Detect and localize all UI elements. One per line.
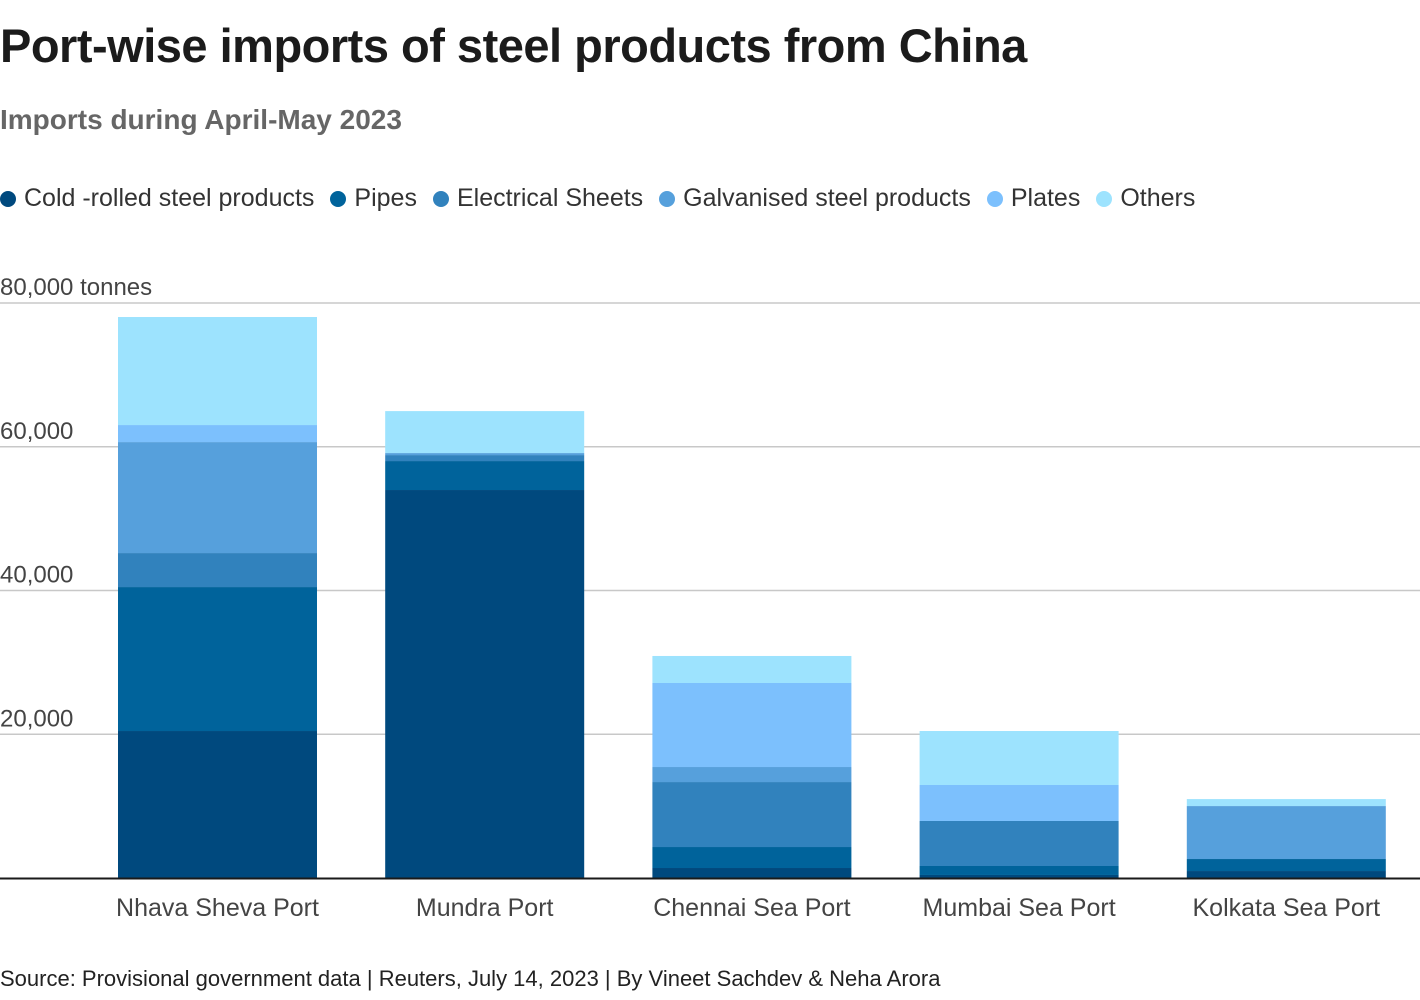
legend-item-others: Others bbox=[1096, 184, 1195, 213]
legend-item-cold-rolled: Cold -rolled steel products bbox=[0, 184, 314, 213]
y-tick-label: 40,000 bbox=[0, 562, 73, 589]
legend-swatch bbox=[986, 190, 1003, 207]
chart-subtitle: Imports during April-May 2023 bbox=[0, 104, 402, 135]
bar-stack bbox=[118, 317, 317, 878]
bar-segment-others bbox=[118, 317, 317, 426]
legend-item-pipes: Pipes bbox=[330, 184, 417, 213]
legend-swatch bbox=[330, 190, 347, 207]
bar-segment-plates bbox=[652, 683, 852, 768]
source-footer: Source: Provisional government data | Re… bbox=[0, 966, 941, 991]
x-axis-tick-labels: Nhava Sheva Port Mundra Port Chennai Sea P… bbox=[116, 894, 1380, 922]
bar-segment-electrical-sheets bbox=[385, 455, 585, 462]
legend-label: Galvanised steel products bbox=[683, 184, 971, 212]
stacked-bar-chart: 20,000 40,000 60,000 80,000 tonnes Nhava Sh… bbox=[0, 274, 1420, 922]
bar-segment-pipes bbox=[1186, 859, 1386, 872]
bar-segment-plates bbox=[919, 784, 1119, 822]
y-tick-label: 60,000 bbox=[0, 418, 73, 445]
bar-segment-galvanised-steel-products bbox=[1186, 806, 1386, 860]
legend-swatch bbox=[1096, 190, 1113, 207]
bar-segment-electrical-sheets bbox=[652, 782, 852, 848]
x-tick-label: Mundra Port bbox=[416, 894, 554, 922]
bar-segment-electrical-sheets bbox=[118, 553, 317, 588]
legend-swatch bbox=[0, 190, 16, 207]
bars bbox=[118, 317, 1386, 878]
bar-segment-galvanised-steel-products bbox=[385, 453, 585, 456]
bar-segment-cold-rolled-steel-products bbox=[385, 490, 585, 878]
x-tick-label: Chennai Sea Port bbox=[653, 894, 850, 922]
bar-segment-pipes bbox=[652, 847, 852, 869]
bar-segment-pipes bbox=[118, 587, 317, 732]
legend-label: Electrical Sheets bbox=[456, 184, 644, 212]
legend-label: Plates bbox=[1010, 184, 1081, 212]
legend-item-electrical-sheets: Electrical Sheets bbox=[432, 184, 644, 213]
bar-segment-cold-rolled-steel-products bbox=[1186, 871, 1386, 878]
bar-segment-others bbox=[652, 655, 852, 684]
bar-segment-cold-rolled-steel-products bbox=[652, 868, 852, 878]
bar-segment-cold-rolled-steel-products bbox=[919, 874, 1119, 878]
bar-stack bbox=[385, 411, 585, 878]
x-tick-label: Nhava Sheva Port bbox=[116, 894, 319, 922]
x-tick-label: Kolkata Sea Port bbox=[1192, 894, 1380, 922]
bar-stack bbox=[652, 655, 852, 878]
bar-stack bbox=[1186, 799, 1386, 878]
bar-segment-electrical-sheets bbox=[919, 821, 1119, 866]
bar-segment-galvanised-steel-products bbox=[118, 442, 317, 554]
bar-segment-pipes bbox=[385, 461, 585, 491]
bar-segment-galvanised-steel-products bbox=[652, 767, 852, 783]
bar-segment-others bbox=[919, 731, 1119, 785]
legend: Cold -rolled steel products Pipes Electr… bbox=[0, 184, 1211, 213]
y-axis-tick-labels: 20,000 40,000 60,000 80,000 tonnes bbox=[0, 274, 152, 732]
chart-title: Port-wise imports of steel products from… bbox=[0, 19, 1027, 72]
bar-segment-others bbox=[385, 411, 585, 454]
legend-item-galvanised: Galvanised steel products bbox=[659, 184, 971, 213]
legend-label: Others bbox=[1120, 184, 1196, 212]
legend-label: Cold -rolled steel products bbox=[24, 184, 315, 212]
y-tick-label: 20,000 bbox=[0, 705, 73, 732]
legend-swatch bbox=[432, 190, 449, 207]
y-tick-label: 80,000 tonnes bbox=[0, 274, 152, 301]
bar-segment-others bbox=[1186, 799, 1386, 807]
x-tick-label: Mumbai Sea Port bbox=[923, 894, 1116, 922]
bar-stack bbox=[919, 731, 1119, 878]
bar-segment-cold-rolled-steel-products bbox=[118, 731, 317, 878]
bar-segment-plates bbox=[118, 425, 317, 443]
legend-swatch bbox=[659, 190, 676, 207]
bar-segment-pipes bbox=[919, 865, 1119, 875]
legend-item-plates: Plates bbox=[986, 184, 1081, 213]
legend-label: Pipes bbox=[354, 184, 417, 212]
